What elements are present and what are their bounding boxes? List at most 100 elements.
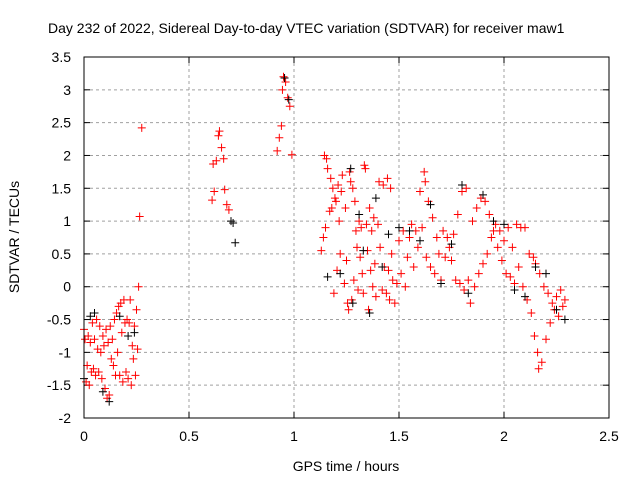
data-point-red [345,167,354,176]
data-point-red [508,243,517,252]
data-point-red [107,354,116,363]
data-point-red [365,203,374,212]
data-point-red [85,381,94,390]
data-point-red [99,341,108,350]
data-point-red [327,203,336,212]
data-point-black [86,312,95,321]
data-point-red [220,185,229,194]
y-tick-label: -2 [59,410,72,426]
data-point-red [323,164,332,173]
data-point-red [279,72,288,81]
data-point-red [360,161,369,170]
data-point-red [88,318,97,327]
data-point-red [97,374,106,383]
data-point-red [110,315,119,324]
data-point-red [344,305,353,314]
data-point-red [319,233,328,242]
data-point-red [95,322,104,331]
data-point-red [500,236,508,245]
data-point-red [277,121,286,130]
data-point-red [518,282,527,291]
y-tick-label: -1 [59,344,72,360]
data-point-red [479,259,487,268]
data-point-red [364,305,373,314]
data-point-red [341,203,350,212]
data-point-red [384,266,393,275]
data-point-red [357,223,366,232]
y-tick-label: 2.5 [52,115,72,131]
data-point-black [437,279,445,288]
data-point-red [132,305,141,314]
data-point-red [94,368,103,377]
data-point-black [426,200,435,209]
data-point-red [89,364,98,373]
data-point-red [219,154,228,163]
y-tick-label: 0.5 [52,246,72,262]
data-point-red [137,123,146,132]
data-point-red [539,282,548,291]
data-point-red [416,187,424,196]
data-point-black [371,194,380,203]
data-point-black [395,223,403,232]
x-axis-label: GPS time / hours [293,458,400,474]
y-tick-label: -1.5 [47,377,71,393]
data-point-red [342,256,351,265]
data-point-red [495,226,504,235]
data-point-red [340,279,349,288]
data-point-red [560,295,569,304]
data-point-red [281,77,290,86]
data-point-red [387,249,396,258]
data-point-red [392,279,401,288]
data-point-red [462,184,471,193]
data-point-black [227,217,235,226]
data-point-red [133,345,142,354]
data-point-red [388,276,397,285]
data-point-black [384,230,393,239]
y-tick-label: 3 [63,82,71,98]
data-point-red [460,286,469,295]
data-point-red [214,131,223,140]
data-point-red [118,377,127,386]
data-point-red [362,220,371,229]
data-point-red [534,364,543,373]
data-point-red [367,226,376,235]
data-point-black [90,308,99,317]
data-point-red [210,187,219,196]
data-point-red [108,335,117,344]
data-point-black [124,331,133,340]
chart-title: Day 232 of 2022, Sidereal Day-to-day VTE… [48,20,565,36]
data-point-black [479,190,487,199]
data-point-red [222,200,231,209]
data-point-red [354,286,363,295]
data-point-red [376,243,385,252]
data-point-red [117,328,126,337]
data-point-red [127,381,136,390]
data-point-red [322,154,331,163]
data-point-red [485,210,494,219]
data-point-red [434,249,443,258]
data-point-red [349,276,358,285]
data-point-black [115,312,124,321]
data-point-red [506,272,515,281]
data-point-black [405,226,414,235]
data-point-red [215,127,224,136]
x-tick-label: 2.5 [599,428,619,444]
data-point-red [375,177,384,186]
data-point-black [521,292,529,301]
data-point-red [109,361,118,370]
data-point-red [278,85,287,94]
data-point-black [500,220,508,229]
y-tick-label: 3.5 [52,49,72,65]
y-tick-label: 1 [63,213,71,229]
data-point-red [441,253,450,262]
data-point-red [326,174,335,183]
x-tick-label: 0.5 [179,428,199,444]
data-point-red [346,177,355,186]
data-point-red [449,230,458,239]
data-point-red [424,197,433,206]
data-point-black [130,328,139,337]
data-point-red [430,269,439,278]
data-point-black [348,299,357,308]
data-point-red [285,102,294,111]
data-point-red [115,371,124,380]
